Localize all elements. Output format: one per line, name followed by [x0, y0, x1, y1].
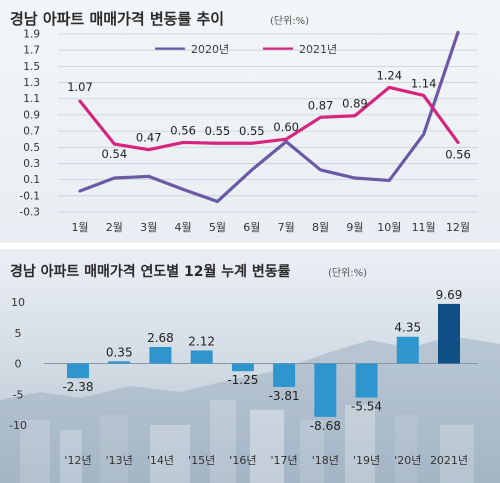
- bar: [231, 363, 254, 372]
- line-y-tick-label: 0.9: [23, 109, 40, 121]
- bar-y-tick-label: -10: [9, 419, 27, 432]
- line-x-tick-label: 5월: [209, 221, 226, 234]
- line-y-tick-label: 0.1: [23, 174, 40, 186]
- bar-x-tick-label: '16년: [229, 454, 256, 467]
- line-y-tick-label: 1.1: [23, 93, 40, 105]
- bar: [396, 336, 419, 364]
- bar-chart-title: 경남 아파트 매매가격 연도별 12월 누계 변동률: [10, 263, 291, 280]
- line-x-tick-label: 9월: [346, 221, 363, 234]
- bar-x-tick-label: '20년: [394, 454, 421, 467]
- line-data-label: 0.54: [102, 147, 128, 161]
- line-data-label: 0.60: [273, 120, 299, 134]
- bar-x-tick-label: '19년: [353, 454, 380, 467]
- bar: [355, 363, 378, 398]
- bar-x-tick-label: '13년: [106, 454, 133, 467]
- bar-data-label: -5.54: [351, 400, 382, 414]
- line-chart-x-ticks: 1월 2월 3월 4월 5월 6월 7월 8월 9월 10월 11월 12월: [71, 221, 470, 234]
- line-x-tick-label: 2월: [106, 221, 123, 234]
- line-chart-unit: (단위:%): [270, 14, 309, 27]
- bar-chart-unit: (단위:%): [328, 266, 367, 279]
- line-data-label: 0.89: [342, 97, 368, 111]
- line-y-tick-label: 0.7: [23, 126, 40, 138]
- bar-x-tick-label: '14년: [147, 454, 174, 467]
- line-chart-title: 경남 아파트 매매가격 변동률 추이: [10, 10, 224, 28]
- line-y-tick-label: 1.9: [23, 29, 40, 41]
- bar-y-tick-label: 5: [15, 327, 22, 340]
- bar: [438, 303, 460, 364]
- line-data-label: 0.87: [308, 98, 334, 112]
- bar-data-label: 0.35: [106, 345, 133, 359]
- bar-chart-x-ticks: '12년 '13년 '14년 '15년 '16년 '17년 '18년 '19년 '20년 2021…: [64, 454, 468, 467]
- legend-label-0: 2020년: [191, 43, 229, 56]
- bar-data-label: -8.68: [310, 419, 341, 433]
- line-chart-gridlines: [58, 33, 478, 213]
- line-x-tick-label: 12월: [446, 221, 470, 234]
- line-data-label: 0.55: [239, 124, 265, 138]
- line-y-tick-label: 1.3: [23, 77, 40, 89]
- bar-chart-bars: [67, 303, 460, 417]
- line-y-tick-label: 1.7: [23, 45, 40, 57]
- bar-x-tick-label: 2021년: [430, 454, 468, 467]
- series-line-0: [78, 30, 460, 204]
- line-x-tick-label: 4월: [175, 221, 192, 234]
- bar: [108, 361, 131, 364]
- line-y-tick-label: -0.1: [20, 190, 41, 202]
- bar-chart: 경남 아파트 매매가격 연도별 12월 누계 변동률 (단위:%) 10 5 0 -5…: [9, 263, 478, 467]
- bar-x-tick-label: '12년: [64, 454, 91, 467]
- legend-label-1: 2021년: [299, 43, 337, 56]
- line-x-tick-label: 10월: [377, 221, 401, 234]
- line-x-tick-label: 3월: [140, 221, 157, 234]
- line-data-label: 1.14: [411, 76, 437, 90]
- line-x-tick-label: 8월: [312, 221, 329, 234]
- bar-y-tick-label: -5: [13, 388, 24, 401]
- bar-y-tick-label: 10: [11, 296, 25, 309]
- bar-data-label: 2.12: [188, 334, 215, 348]
- line-chart-legend: 2020년 2021년: [155, 43, 337, 56]
- line-chart-y-ticks: 1.9 1.7 1.5 1.3 1.1 0.9 0.7 0.5 0.3 0.1 -0.1 -0.3: [20, 29, 41, 219]
- line-chart-series: [78, 30, 460, 204]
- line-data-label: 1.07: [67, 80, 93, 94]
- line-data-label: 0.56: [170, 123, 196, 137]
- bar: [273, 363, 296, 387]
- bar-data-label: 9.69: [436, 288, 463, 302]
- bar-data-label: -1.25: [227, 373, 258, 387]
- line-chart-data-labels: 1.07 0.54 0.47 0.56 0.55 0.55 0.60 0.87 0.89 1.24…: [67, 68, 471, 161]
- bar: [149, 347, 172, 364]
- bar-data-label: 4.35: [394, 321, 421, 335]
- line-y-tick-label: -0.3: [20, 207, 41, 219]
- line-data-label: 1.24: [376, 68, 402, 82]
- line-x-tick-label: 7월: [278, 221, 295, 234]
- bar: [67, 363, 89, 379]
- line-y-tick-label: 0.3: [23, 158, 40, 170]
- bar: [314, 363, 337, 417]
- bar-data-label: 2.68: [147, 331, 174, 345]
- bar-data-label: -2.38: [62, 380, 93, 394]
- bar-chart-data-labels: -2.38 0.35 2.68 2.12 -1.25 -3.81 -8.68 -5.54 4.3…: [62, 288, 462, 433]
- line-x-tick-label: 6월: [243, 221, 260, 234]
- line-data-label: 0.56: [445, 147, 471, 161]
- bar-chart-y-ticks: 10 5 0 -5 -10: [9, 296, 27, 432]
- line-y-tick-label: 1.5: [23, 61, 40, 73]
- bar-data-label: -3.81: [269, 389, 300, 403]
- bar-x-tick-label: '15년: [188, 454, 215, 467]
- line-data-label: 0.47: [136, 131, 162, 145]
- line-y-tick-label: 0.5: [23, 142, 40, 154]
- line-x-tick-label: 1월: [71, 221, 88, 234]
- line-chart: 경남 아파트 매매가격 변동률 추이 (단위:%) 2020년 2021년 1.9…: [10, 10, 478, 234]
- series-line-1: [78, 85, 460, 152]
- line-x-tick-label: 11월: [412, 221, 436, 234]
- bar-x-tick-label: '17년: [271, 454, 298, 467]
- bar: [190, 350, 213, 364]
- bar-y-tick-label: 0: [15, 358, 22, 371]
- bar-x-tick-label: '18년: [312, 454, 339, 467]
- line-data-label: 0.55: [205, 124, 231, 138]
